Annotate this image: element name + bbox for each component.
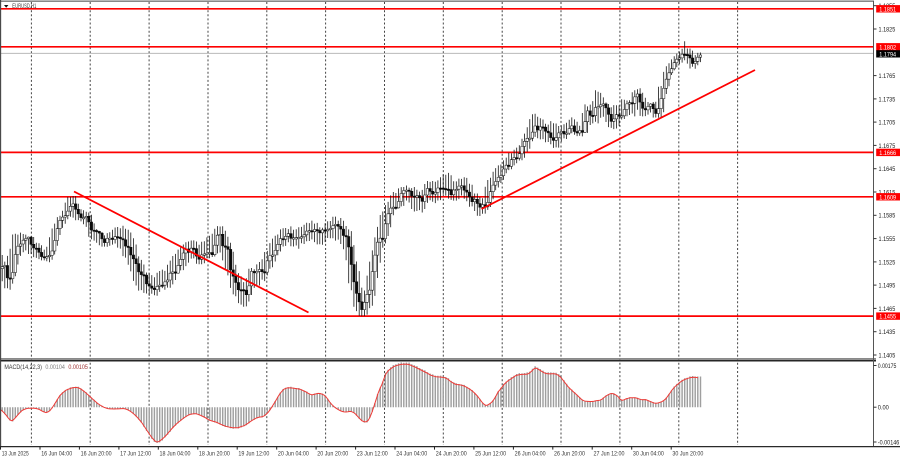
svg-text:1.1525: 1.1525 xyxy=(879,259,896,266)
svg-text:1.1825: 1.1825 xyxy=(879,26,896,33)
svg-text:20 Jun 20:00: 20 Jun 20:00 xyxy=(317,451,348,458)
svg-text:1.1794: 1.1794 xyxy=(879,51,896,58)
svg-text:17 Jun 12:00: 17 Jun 12:00 xyxy=(120,451,151,458)
svg-text:1.1435: 1.1435 xyxy=(879,329,896,336)
svg-text:1.1666: 1.1666 xyxy=(879,150,896,157)
svg-text:1.1555: 1.1555 xyxy=(879,236,896,243)
svg-text:18 Jun 04:00: 18 Jun 04:00 xyxy=(160,451,191,458)
svg-text:30 Jun 20:00: 30 Jun 20:00 xyxy=(672,451,703,458)
svg-text:30 Jun 04:00: 30 Jun 04:00 xyxy=(633,451,664,458)
svg-text:1.1735: 1.1735 xyxy=(879,96,896,103)
svg-text:23 Jun 12:00: 23 Jun 12:00 xyxy=(357,451,388,458)
svg-text:1.1851: 1.1851 xyxy=(879,6,896,13)
svg-text:16 Jun 20:00: 16 Jun 20:00 xyxy=(81,451,112,458)
svg-text:25 Jun 12:00: 25 Jun 12:00 xyxy=(475,451,506,458)
svg-text:24 Jun 04:00: 24 Jun 04:00 xyxy=(396,451,427,458)
svg-text:26 Jun 20:00: 26 Jun 20:00 xyxy=(554,451,585,458)
svg-text:0.00: 0.00 xyxy=(878,405,889,412)
svg-text:1.1615: 1.1615 xyxy=(879,189,896,196)
svg-text:1.1802: 1.1802 xyxy=(879,44,896,51)
svg-text:1.1765: 1.1765 xyxy=(879,73,896,80)
svg-text:1.1585: 1.1585 xyxy=(879,213,896,220)
svg-text:27 Jun 12:00: 27 Jun 12:00 xyxy=(594,451,625,458)
svg-text:26 Jun 04:00: 26 Jun 04:00 xyxy=(515,451,546,458)
svg-text:1.1405: 1.1405 xyxy=(879,352,896,359)
svg-text:EURUSD,H1: EURUSD,H1 xyxy=(12,3,36,10)
svg-text:1.1609: 1.1609 xyxy=(879,194,896,201)
svg-text:0.00175: 0.00175 xyxy=(878,363,897,370)
svg-text:1.1495: 1.1495 xyxy=(879,283,896,290)
svg-text:24 Jun 20:00: 24 Jun 20:00 xyxy=(436,451,467,458)
svg-text:18 Jun 20:00: 18 Jun 20:00 xyxy=(199,451,230,458)
svg-text:16 Jun 04:00: 16 Jun 04:00 xyxy=(41,451,72,458)
svg-text:-0.00146: -0.00146 xyxy=(878,439,900,446)
svg-text:0.00104: 0.00104 xyxy=(45,364,65,371)
svg-text:MACD(14,22,3): MACD(14,22,3) xyxy=(4,364,42,371)
svg-text:0.00105: 0.00105 xyxy=(68,364,88,371)
svg-text:13 Jun 2025: 13 Jun 2025 xyxy=(2,451,29,458)
svg-text:1.1465: 1.1465 xyxy=(879,306,896,313)
svg-text:19 Jun 12:00: 19 Jun 12:00 xyxy=(238,451,269,458)
svg-text:1.1705: 1.1705 xyxy=(879,120,896,127)
svg-text:1.1675: 1.1675 xyxy=(879,143,896,150)
svg-text:20 Jun 04:00: 20 Jun 04:00 xyxy=(278,451,309,458)
svg-text:1.1645: 1.1645 xyxy=(879,166,896,173)
svg-text:1.1455: 1.1455 xyxy=(879,314,896,321)
